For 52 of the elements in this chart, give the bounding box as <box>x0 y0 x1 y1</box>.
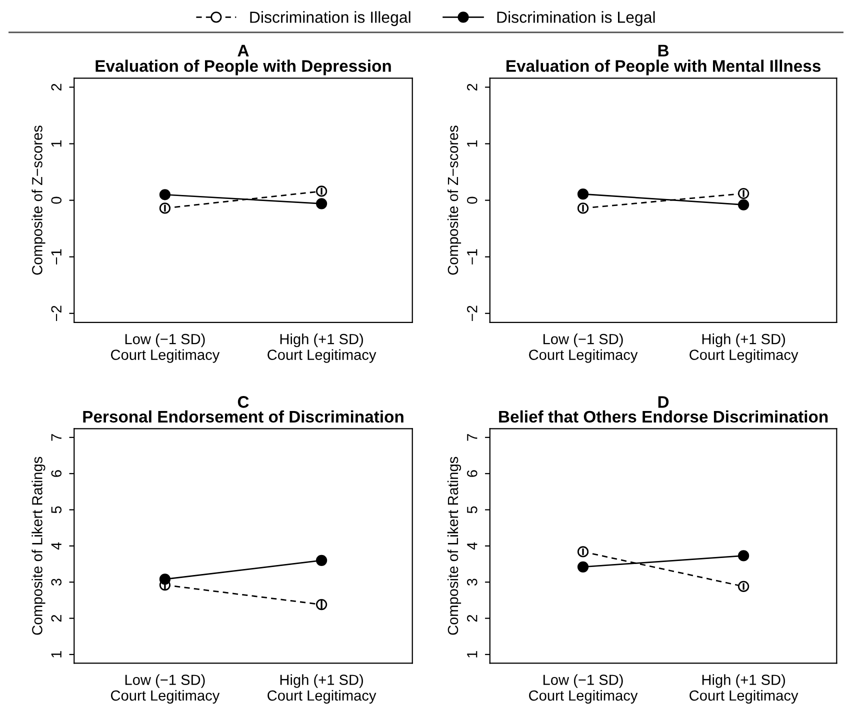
x-tick-label: High (+1 SD) Court Legitimacy <box>268 334 376 363</box>
x-tick-label: Low (−1 SD) Court Legitimacy <box>529 674 638 704</box>
chart-subtitle: Evaluation of People with Mental Illness <box>506 60 821 76</box>
y-tick-label: −2 <box>51 306 62 321</box>
y-tick-label: −1 <box>51 249 62 264</box>
y-tick-label: 1 <box>51 651 62 658</box>
y-axis-title: Composite of Likert Ratings <box>447 456 462 635</box>
y-tick-label: 1 <box>467 651 478 658</box>
y-tick-label: 1 <box>51 140 62 147</box>
y-tick-label: 0 <box>466 196 478 204</box>
x-tick-label: Low (−1 SD) Court Legitimacy <box>529 334 638 363</box>
y-tick-label: 3 <box>466 578 478 586</box>
y-tick-label: 2 <box>466 84 478 91</box>
y-tick-label: −2 <box>466 306 478 321</box>
x-tick-label: Low (−1 SD) Court Legitimacy <box>110 334 220 363</box>
x-tick-label: High (+1 SD) Court Legitimacy <box>268 674 376 704</box>
y-tick-label: 1 <box>467 140 478 147</box>
y-tick-label: 7 <box>467 434 478 441</box>
y-tick-label: 7 <box>51 434 62 441</box>
x-tick-label: High (+1 SD) Court Legitimacy <box>690 674 798 704</box>
y-tick-label: 5 <box>51 506 62 514</box>
point <box>316 198 328 210</box>
x-tick-label: High (+1 SD) Court Legitimacy <box>690 334 798 363</box>
point <box>159 189 171 200</box>
y-tick-label: 0 <box>51 196 62 204</box>
chart-title: C <box>238 396 249 408</box>
y-tick-label: 2 <box>51 84 62 91</box>
chart-title: B <box>658 44 669 56</box>
y-tick-label: 2 <box>466 614 478 622</box>
y-tick-label: 5 <box>467 506 478 514</box>
point <box>577 188 589 200</box>
y-axis-title: Composite of Likert Ratings <box>32 456 46 635</box>
y-axis-title: Composite of Z−scores <box>447 126 462 275</box>
chart-title: A <box>238 44 249 56</box>
legend-label: Discrimination is Legal <box>497 11 655 26</box>
chart-subtitle: Evaluation of People with Depression <box>96 60 391 76</box>
chart-subtitle: Personal Endorsement of Discrimination <box>83 410 404 423</box>
y-tick-label: 2 <box>51 614 62 622</box>
x-tick-label: Low (−1 SD) Court Legitimacy <box>110 674 220 704</box>
y-axis-title: Composite of Z−scores <box>32 126 46 275</box>
y-tick-label: 6 <box>466 470 478 477</box>
legend-label: Discrimination is Illegal <box>250 11 410 26</box>
point <box>738 199 750 210</box>
point <box>577 561 589 572</box>
y-tick-label: 3 <box>51 578 62 586</box>
point <box>738 550 750 562</box>
chart-title: D <box>658 396 669 408</box>
chart-subtitle: Belief that Others Endorse Discrimination <box>499 410 828 423</box>
y-tick-label: 4 <box>51 542 62 550</box>
y-tick-label: 6 <box>51 470 62 477</box>
y-tick-label: 4 <box>467 542 478 550</box>
y-tick-label: −1 <box>467 249 478 264</box>
